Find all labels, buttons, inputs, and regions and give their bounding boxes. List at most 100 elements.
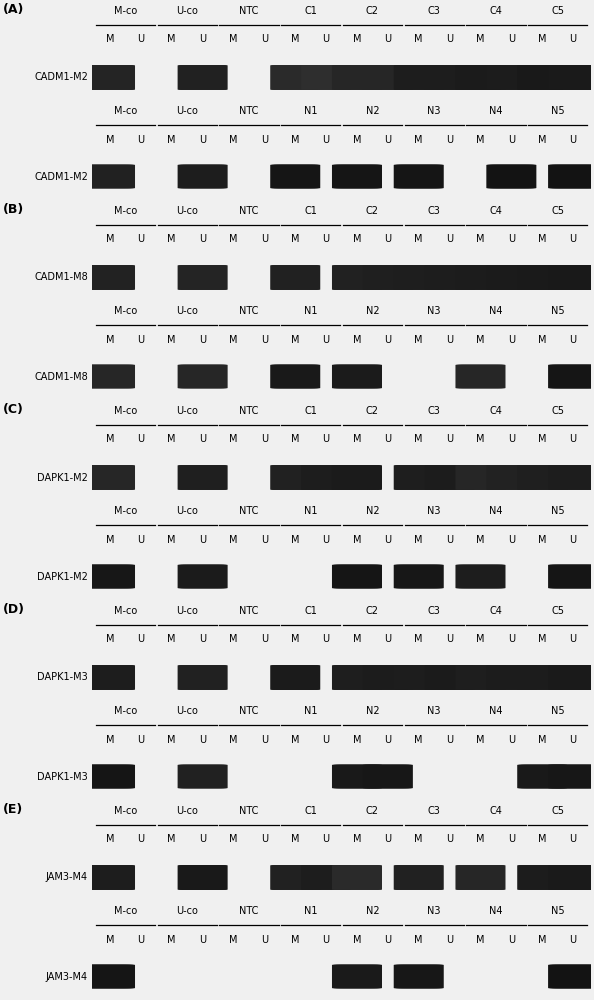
- FancyBboxPatch shape: [273, 265, 317, 290]
- Text: M: M: [353, 834, 361, 844]
- Text: U: U: [570, 935, 577, 945]
- FancyBboxPatch shape: [178, 65, 228, 90]
- FancyBboxPatch shape: [429, 465, 470, 490]
- FancyBboxPatch shape: [372, 665, 404, 690]
- FancyBboxPatch shape: [428, 665, 472, 690]
- FancyBboxPatch shape: [88, 765, 132, 788]
- FancyBboxPatch shape: [456, 865, 505, 890]
- FancyBboxPatch shape: [488, 665, 535, 690]
- Text: NTC: NTC: [239, 506, 258, 516]
- Text: M: M: [353, 434, 361, 444]
- Text: N3: N3: [428, 706, 441, 716]
- FancyBboxPatch shape: [462, 465, 500, 490]
- FancyBboxPatch shape: [271, 865, 319, 890]
- FancyBboxPatch shape: [335, 465, 379, 490]
- FancyBboxPatch shape: [552, 665, 593, 690]
- Text: M: M: [476, 135, 485, 145]
- FancyBboxPatch shape: [305, 65, 347, 90]
- FancyBboxPatch shape: [339, 265, 374, 290]
- FancyBboxPatch shape: [523, 265, 561, 290]
- Text: N2: N2: [366, 706, 379, 716]
- FancyBboxPatch shape: [431, 465, 469, 490]
- Text: U: U: [570, 434, 577, 444]
- Text: (B): (B): [3, 203, 24, 216]
- Text: U: U: [199, 34, 206, 44]
- FancyBboxPatch shape: [88, 665, 132, 690]
- FancyBboxPatch shape: [90, 365, 131, 388]
- FancyBboxPatch shape: [557, 965, 589, 988]
- FancyBboxPatch shape: [332, 865, 382, 890]
- FancyBboxPatch shape: [185, 465, 220, 490]
- Text: M: M: [291, 34, 299, 44]
- Text: N2: N2: [366, 306, 379, 316]
- Text: M: M: [168, 935, 176, 945]
- FancyBboxPatch shape: [400, 465, 438, 490]
- Text: M-co: M-co: [114, 106, 137, 116]
- FancyBboxPatch shape: [339, 365, 374, 388]
- Text: M: M: [415, 535, 423, 545]
- FancyBboxPatch shape: [90, 565, 131, 588]
- Text: M: M: [415, 34, 423, 44]
- Text: N1: N1: [304, 306, 317, 316]
- FancyBboxPatch shape: [332, 765, 382, 788]
- FancyBboxPatch shape: [366, 665, 410, 690]
- FancyBboxPatch shape: [88, 365, 132, 388]
- Text: C2: C2: [366, 206, 379, 216]
- Text: U: U: [137, 535, 144, 545]
- Text: M: M: [106, 434, 114, 444]
- FancyBboxPatch shape: [370, 665, 405, 690]
- FancyBboxPatch shape: [555, 265, 590, 290]
- FancyBboxPatch shape: [555, 465, 590, 490]
- FancyBboxPatch shape: [463, 365, 498, 388]
- Text: C3: C3: [428, 606, 441, 616]
- FancyBboxPatch shape: [463, 565, 498, 588]
- FancyBboxPatch shape: [185, 665, 220, 690]
- Text: C4: C4: [489, 6, 503, 16]
- FancyBboxPatch shape: [494, 665, 529, 690]
- Text: U: U: [137, 634, 144, 644]
- FancyBboxPatch shape: [554, 565, 592, 588]
- FancyBboxPatch shape: [339, 165, 374, 188]
- FancyBboxPatch shape: [90, 65, 131, 90]
- Text: M: M: [168, 434, 176, 444]
- Text: U: U: [323, 735, 330, 745]
- Text: C2: C2: [366, 606, 379, 616]
- FancyBboxPatch shape: [491, 65, 532, 90]
- Text: U: U: [570, 234, 577, 244]
- FancyBboxPatch shape: [339, 665, 374, 690]
- FancyBboxPatch shape: [87, 65, 134, 90]
- Text: U-co: U-co: [176, 406, 198, 416]
- FancyBboxPatch shape: [555, 65, 590, 90]
- FancyBboxPatch shape: [426, 265, 473, 290]
- FancyBboxPatch shape: [548, 965, 594, 988]
- Text: U: U: [570, 335, 577, 345]
- FancyBboxPatch shape: [341, 965, 373, 988]
- FancyBboxPatch shape: [486, 465, 536, 490]
- FancyBboxPatch shape: [94, 965, 126, 988]
- Text: U-co: U-co: [176, 806, 198, 816]
- FancyBboxPatch shape: [491, 665, 532, 690]
- Text: U: U: [261, 735, 268, 745]
- FancyBboxPatch shape: [425, 65, 475, 90]
- FancyBboxPatch shape: [332, 365, 382, 388]
- Text: U-co: U-co: [176, 906, 198, 916]
- FancyBboxPatch shape: [364, 265, 412, 290]
- FancyBboxPatch shape: [279, 865, 311, 890]
- FancyBboxPatch shape: [400, 65, 438, 90]
- FancyBboxPatch shape: [522, 65, 563, 90]
- FancyBboxPatch shape: [463, 65, 498, 90]
- FancyBboxPatch shape: [463, 665, 498, 690]
- FancyBboxPatch shape: [555, 365, 590, 388]
- FancyBboxPatch shape: [398, 865, 439, 890]
- FancyBboxPatch shape: [181, 65, 225, 90]
- FancyBboxPatch shape: [332, 65, 382, 90]
- FancyBboxPatch shape: [401, 265, 436, 290]
- FancyBboxPatch shape: [270, 165, 320, 188]
- Text: M: M: [291, 535, 299, 545]
- FancyBboxPatch shape: [370, 265, 405, 290]
- Text: U: U: [384, 135, 391, 145]
- FancyBboxPatch shape: [187, 65, 219, 90]
- FancyBboxPatch shape: [279, 165, 311, 188]
- FancyBboxPatch shape: [332, 265, 382, 290]
- FancyBboxPatch shape: [401, 865, 436, 890]
